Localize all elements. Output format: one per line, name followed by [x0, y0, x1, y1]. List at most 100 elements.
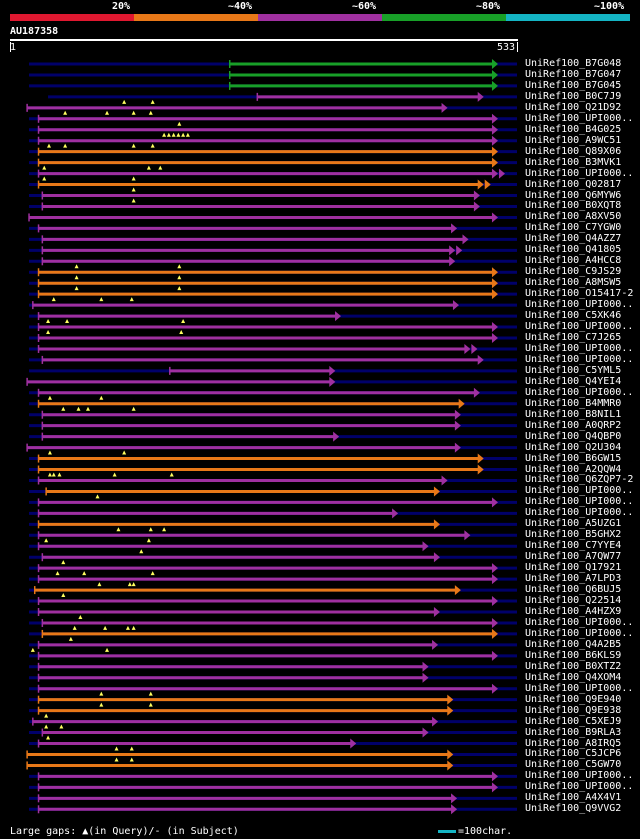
hit-label[interactable]: UniRef100_A9WC51 [525, 134, 622, 146]
hit-track[interactable] [29, 549, 517, 563]
hit-label[interactable]: UniRef100_C5GW70 [525, 759, 622, 771]
hit-track[interactable] [29, 472, 517, 486]
hit-track[interactable] [29, 571, 517, 585]
hit-label[interactable]: UniRef100_A8IRQ5 [525, 737, 622, 749]
hit-label[interactable]: UniRef100_Q6BUJ5 [525, 584, 622, 596]
hit-label[interactable]: UniRef100_B8NIL1 [525, 408, 622, 420]
hit-track[interactable] [29, 234, 517, 245]
hit-label[interactable]: UniRef100_B6KLS9 [525, 649, 622, 661]
hit-track[interactable] [29, 297, 517, 311]
hit-track[interactable] [26, 746, 517, 760]
hit-track[interactable] [29, 245, 517, 256]
hit-label[interactable]: UniRef100_A5UZG1 [525, 518, 622, 530]
hit-label[interactable]: UniRef100_Q4XOM4 [525, 671, 622, 683]
hit-track[interactable] [29, 157, 517, 168]
hit-label[interactable]: UniRef100_Q4QBP0 [525, 430, 622, 442]
hit-track[interactable] [29, 69, 517, 80]
hit-label[interactable]: UniRef100_B3MVK1 [525, 156, 622, 168]
hit-track[interactable] [26, 442, 517, 453]
hit-label[interactable]: UniRef100_A7LPD3 [525, 573, 622, 585]
hit-label[interactable]: UniRef100_Q21D92 [525, 101, 622, 113]
hit-track[interactable] [29, 187, 517, 201]
hit-label[interactable]: UniRef100_Q4A2B5 [525, 638, 622, 650]
hit-track[interactable] [29, 223, 517, 234]
hit-label[interactable]: UniRef100_A4HCC8 [525, 255, 622, 267]
hit-track[interactable] [29, 486, 517, 497]
hit-label[interactable]: UniRef100_B9RLA3 [525, 726, 622, 738]
hit-track[interactable] [29, 431, 517, 442]
hit-label[interactable]: UniRef100_C7J265 [525, 332, 622, 343]
hit-label[interactable]: UniRef100_B4G025 [525, 123, 622, 135]
hit-label[interactable]: UniRef100_UPI000.. [525, 321, 634, 333]
hit-track[interactable] [29, 80, 517, 91]
hit-track[interactable] [28, 212, 517, 223]
hit-label[interactable]: UniRef100_C5JCP6 [525, 748, 622, 760]
hit-track[interactable] [29, 691, 517, 705]
hit-label[interactable]: UniRef100_A8MSW5 [525, 277, 622, 289]
hit-track[interactable] [29, 198, 517, 212]
hit-track[interactable] [29, 387, 517, 398]
hit-track[interactable] [29, 330, 517, 343]
hit-label[interactable]: UniRef100_A7QW77 [525, 551, 622, 563]
hit-track[interactable] [29, 771, 517, 782]
hit-track[interactable] [29, 176, 517, 190]
hit-label[interactable]: UniRef100_C9JS29 [525, 266, 622, 278]
hit-track[interactable] [29, 508, 517, 519]
hit-track[interactable] [29, 450, 517, 464]
hit-track[interactable] [29, 275, 517, 289]
hit-label[interactable]: UniRef100_Q2U304 [525, 441, 622, 453]
hit-label[interactable]: UniRef100_B7G048 [525, 58, 622, 69]
hit-label[interactable]: UniRef100_UPI000.. [525, 386, 634, 398]
hit-label[interactable]: UniRef100_UPI000.. [525, 682, 634, 694]
hit-label[interactable]: UniRef100_Q9E940 [525, 693, 622, 705]
hit-label[interactable]: UniRef100_UPI000.. [525, 616, 634, 628]
hit-track[interactable] [29, 143, 517, 157]
hit-track[interactable] [29, 735, 517, 749]
hit-label[interactable]: UniRef100_B4MMR0 [525, 397, 622, 409]
hit-track[interactable] [29, 793, 517, 804]
hit-label[interactable]: UniRef100_B0C7J9 [525, 90, 622, 102]
hit-label[interactable]: UniRef100_Q4YEI4 [525, 375, 622, 387]
hit-track[interactable] [29, 319, 517, 333]
hit-label[interactable]: UniRef100_C7YGW0 [525, 222, 622, 234]
hit-label[interactable]: UniRef100_A8XV50 [525, 211, 622, 223]
hit-label[interactable]: UniRef100_O15417-2 [525, 288, 634, 300]
hit-label[interactable]: UniRef100_Q17921 [525, 562, 622, 574]
hit-label[interactable]: UniRef100_UPI000.. [525, 507, 634, 519]
hit-label[interactable]: UniRef100_UPI000.. [525, 781, 634, 793]
hit-label[interactable]: UniRef100_UPI000.. [525, 770, 634, 782]
hit-label[interactable]: UniRef100_UPI000.. [525, 342, 634, 354]
hit-track[interactable] [26, 376, 517, 387]
hit-label[interactable]: UniRef100_B7G047 [525, 68, 622, 80]
hit-label[interactable]: UniRef100_B5GHX2 [525, 529, 622, 541]
hit-track[interactable] [29, 132, 517, 146]
hit-label[interactable]: UniRef100_B0XQT8 [525, 200, 622, 212]
hit-track[interactable] [29, 607, 517, 617]
hit-track[interactable] [29, 286, 517, 300]
hit-track[interactable] [29, 165, 517, 179]
hit-label[interactable]: UniRef100_C5XEJ9 [525, 715, 622, 727]
hit-label[interactable]: UniRef100_Q9E938 [525, 704, 622, 716]
hit-label[interactable]: UniRef100_A2QQW4 [525, 463, 622, 475]
hit-label[interactable]: UniRef100_Q89X06 [525, 145, 622, 157]
hit-track[interactable] [29, 121, 517, 135]
hit-track[interactable] [29, 256, 517, 267]
hit-track[interactable] [48, 91, 517, 102]
hit-label[interactable]: UniRef100_UPI000.. [525, 167, 634, 179]
hit-label[interactable]: UniRef100_Q22514 [525, 595, 622, 607]
hit-track[interactable] [29, 702, 517, 716]
hit-label[interactable]: UniRef100_Q02817 [525, 178, 622, 190]
hit-label[interactable]: UniRef100_A4X4V1 [525, 792, 622, 804]
hit-track[interactable] [29, 527, 517, 541]
hit-track[interactable] [29, 354, 517, 365]
hit-track[interactable] [29, 406, 517, 420]
hit-track[interactable] [29, 519, 517, 530]
hit-track[interactable] [29, 647, 517, 661]
hit-label[interactable]: UniRef100_A4HZX9 [525, 606, 622, 617]
hit-track[interactable] [29, 724, 517, 738]
hit-track[interactable] [29, 782, 517, 793]
hit-track[interactable] [29, 560, 517, 574]
hit-label[interactable]: UniRef100_A0QRP2 [525, 419, 622, 431]
hit-label[interactable]: UniRef100_UPI000.. [525, 627, 634, 639]
hit-track[interactable] [29, 636, 517, 650]
